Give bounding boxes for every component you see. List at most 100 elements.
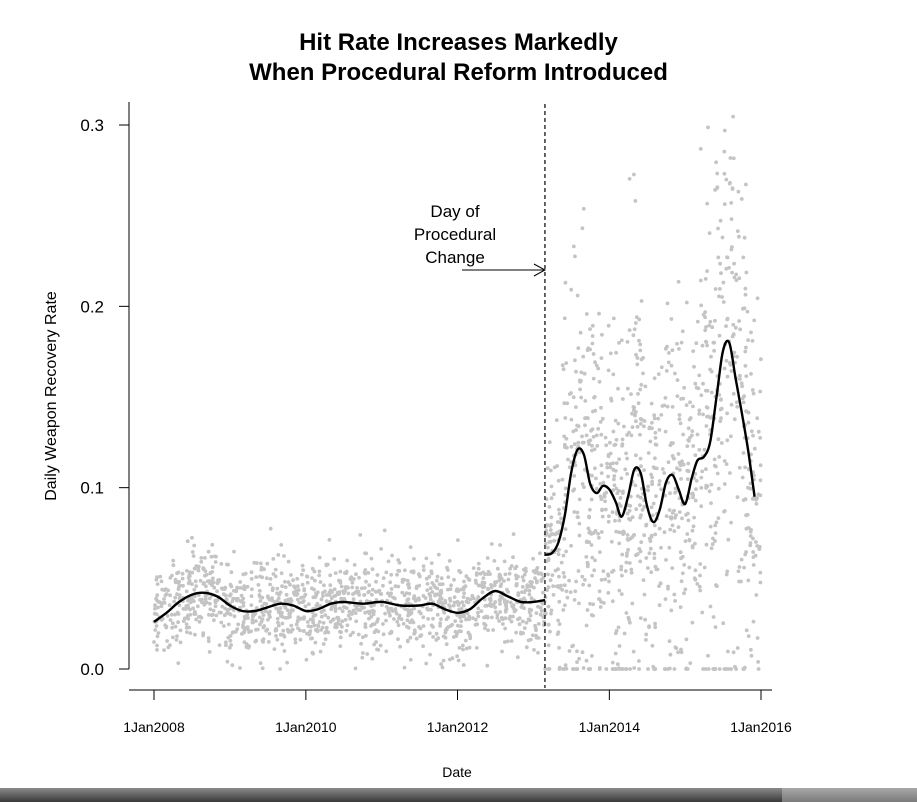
data-point (177, 596, 182, 601)
data-point (657, 603, 662, 608)
data-point (611, 429, 616, 434)
data-point (199, 560, 204, 564)
data-point (716, 486, 721, 491)
data-point (728, 362, 733, 367)
data-point (289, 623, 294, 628)
data-point (635, 356, 640, 360)
data-point (650, 482, 654, 487)
data-point (680, 329, 685, 334)
data-point (497, 619, 502, 623)
data-point (577, 450, 582, 455)
data-point (241, 572, 246, 577)
data-point (627, 328, 632, 332)
data-point (644, 632, 649, 637)
data-point (312, 623, 317, 628)
data-point (212, 618, 216, 623)
data-point (333, 622, 338, 627)
data-point (351, 597, 356, 602)
data-point (400, 590, 405, 595)
data-point (725, 255, 729, 260)
data-point (319, 597, 324, 602)
data-point (612, 474, 617, 478)
data-point (303, 604, 308, 609)
data-point (209, 554, 214, 559)
data-point (653, 436, 658, 440)
data-point (578, 387, 582, 392)
data-point (268, 526, 273, 531)
data-point (557, 665, 562, 670)
data-point (675, 378, 680, 382)
data-point (198, 614, 203, 619)
data-point (743, 292, 748, 297)
data-point (557, 622, 562, 626)
data-point (278, 606, 283, 610)
data-point (188, 600, 193, 605)
data-point (431, 625, 435, 629)
data-point (509, 619, 514, 624)
data-point (625, 533, 630, 537)
data-point (574, 405, 578, 409)
data-point (667, 351, 671, 355)
data-point (705, 388, 710, 393)
data-point (611, 488, 615, 493)
data-point (735, 229, 740, 234)
data-point (488, 572, 492, 576)
data-point (318, 649, 323, 654)
data-point (713, 625, 718, 629)
data-point (649, 505, 654, 510)
data-point (327, 590, 332, 595)
data-point (648, 546, 653, 551)
data-point (381, 622, 385, 626)
data-point (598, 550, 602, 554)
data-point (672, 667, 677, 671)
data-point (180, 571, 185, 576)
window-bottom-bar (0, 788, 917, 802)
data-point (728, 156, 733, 160)
data-point (730, 334, 735, 339)
data-point (612, 477, 616, 482)
data-point (348, 577, 353, 582)
data-point (581, 582, 585, 587)
data-point (187, 581, 192, 585)
data-point (199, 556, 204, 560)
data-point (444, 642, 449, 647)
data-point (280, 621, 285, 626)
data-point (650, 479, 654, 484)
data-point (532, 648, 536, 652)
data-point (614, 486, 619, 491)
data-point (224, 640, 228, 645)
data-point (569, 287, 574, 292)
data-point (461, 595, 466, 599)
data-point (488, 603, 492, 608)
data-point (552, 492, 556, 497)
data-point (737, 276, 742, 281)
data-point (605, 465, 610, 470)
data-point (599, 463, 604, 468)
data-point (666, 460, 671, 465)
data-point (599, 356, 604, 360)
data-point (563, 663, 568, 667)
data-point (384, 570, 389, 575)
data-point (649, 570, 654, 575)
data-point (576, 569, 581, 573)
data-point (758, 570, 763, 575)
data-point (628, 494, 633, 499)
data-point (396, 584, 401, 589)
data-point (364, 551, 369, 556)
data-point (704, 542, 709, 547)
data-point (345, 558, 350, 563)
x-tick-label: 1Jan2014 (579, 719, 641, 735)
data-point (703, 667, 708, 671)
data-point (637, 317, 642, 322)
data-point (584, 312, 589, 316)
data-point (398, 644, 402, 649)
data-point (223, 606, 228, 611)
data-point (297, 600, 302, 605)
data-point (682, 591, 686, 596)
data-point (585, 560, 590, 565)
data-point (652, 551, 657, 556)
data-point (338, 606, 342, 611)
data-point (621, 397, 625, 401)
data-point (421, 624, 426, 628)
data-point (458, 570, 463, 575)
